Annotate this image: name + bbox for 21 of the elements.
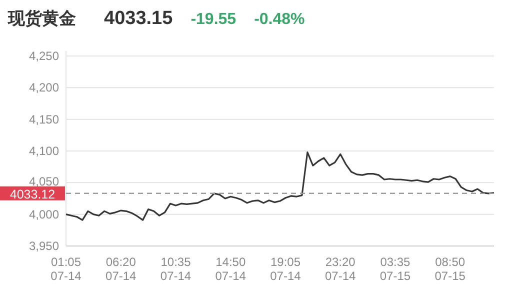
y-tick-label: 4,000 <box>28 207 60 222</box>
text: -19.55 <box>190 11 236 28</box>
y-tick-label: 4,250 <box>28 49 60 63</box>
y-tick-label: 4,100 <box>28 144 60 158</box>
x-tick-label: 01:05 07-14 <box>50 255 82 283</box>
y-tick-label: 4,050 <box>28 174 60 188</box>
x-tick-label: 14:50 07-14 <box>215 255 246 283</box>
y-tick-label: 4,200 <box>28 80 60 95</box>
chart-title: 现货黄金 <box>7 9 76 28</box>
line-series <box>65 151 495 221</box>
x-tick-label: 23:20 07-14 <box>325 255 356 283</box>
x-tick-label: 03:35 07-15 <box>380 255 411 283</box>
x-tick-label: 08:50 07-15 <box>434 255 466 283</box>
y-tick-label: 3,950 <box>28 239 60 253</box>
x-tick-label: 06:20 07-14 <box>106 255 137 283</box>
ref-line-label: 4033.12 <box>10 187 56 202</box>
x-tick-label: 19:05 07-14 <box>270 255 302 283</box>
x-tick-label: 10:35 07-14 <box>160 255 192 283</box>
text: 4033.15 <box>104 8 174 29</box>
y-tick-label: 4,150 <box>28 112 60 126</box>
text: -0.48% <box>254 11 305 28</box>
